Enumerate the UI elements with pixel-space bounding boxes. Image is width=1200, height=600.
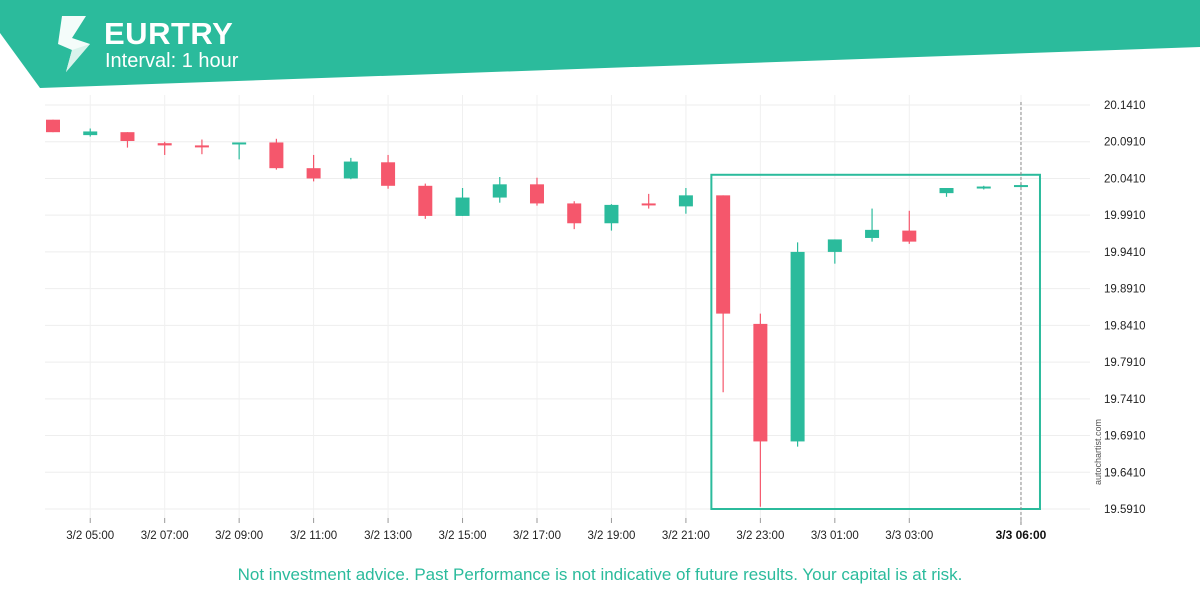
- candle-body-up: [790, 251, 805, 442]
- candle-body-down: [46, 119, 60, 133]
- candle-body-up: [492, 184, 507, 198]
- x-tick-label: 3/3 03:00: [885, 530, 933, 542]
- candle-body-up: [604, 204, 619, 224]
- y-tick-label: 19.5910: [1104, 504, 1146, 516]
- candle-body-down: [306, 168, 321, 179]
- candle-body-up: [865, 229, 880, 238]
- x-tick-label: 3/2 19:00: [587, 530, 635, 542]
- y-tick-label: 19.9910: [1104, 210, 1146, 222]
- y-tick-label: 19.7910: [1104, 357, 1146, 369]
- x-tick-label: 3/2 23:00: [736, 530, 784, 542]
- y-tick-label: 20.0910: [1104, 137, 1146, 149]
- candle-body-up: [976, 186, 991, 189]
- pattern-highlight-box: [710, 173, 1041, 510]
- x-tick-label: 3/2 17:00: [513, 530, 561, 542]
- x-tick-label: 3/2 11:00: [290, 530, 337, 542]
- candle-body-down: [194, 145, 209, 148]
- symbol-title: EURTRY: [104, 16, 234, 51]
- y-tick-label: 20.1410: [1104, 100, 1146, 112]
- candle-body-up: [232, 142, 247, 145]
- x-tick-label: 3/2 09:00: [215, 530, 263, 542]
- autochartist-logo-icon: [58, 16, 90, 72]
- x-tick-label: 3/2 15:00: [439, 530, 487, 542]
- candle-body-up: [343, 161, 358, 179]
- x-tick-label: 3/2 05:00: [66, 530, 114, 542]
- disclaimer-text: Not investment advice. Past Performance …: [237, 565, 963, 584]
- x-tick-label: 3/2 21:00: [662, 530, 710, 542]
- candle-body-up: [939, 188, 954, 194]
- x-tick-label: 3/3 01:00: [811, 530, 859, 542]
- x-tick-label: 3/2 07:00: [141, 530, 189, 542]
- candle-body-down: [157, 143, 172, 146]
- candle-body-down: [418, 185, 433, 216]
- candle-body-up: [1013, 185, 1028, 188]
- y-tick-label: 19.7410: [1104, 394, 1146, 406]
- candle-body-down: [753, 323, 768, 442]
- candle-body-up: [827, 239, 842, 252]
- watermark: autochartist.com: [1093, 418, 1103, 485]
- candle-body-up: [455, 197, 470, 216]
- candle-body-down: [120, 132, 135, 141]
- interval-label: Interval: 1 hour: [105, 50, 239, 72]
- y-tick-label: 20.0410: [1104, 173, 1146, 185]
- candle-body-down: [381, 162, 396, 186]
- y-tick-label: 19.9410: [1104, 247, 1146, 259]
- candle-body-down: [567, 203, 582, 224]
- candle-body-up: [678, 195, 693, 207]
- candle-body-down: [716, 195, 731, 314]
- header-banner: [0, 0, 1200, 88]
- y-tick-label: 19.6410: [1104, 467, 1146, 479]
- current-time-label: 3/3 06:00: [996, 528, 1047, 542]
- candlestick-chart: 20.1410 20.0910 20.0410 19.9910 19.9410 19.89…: [45, 95, 1146, 542]
- x-tick-label: 3/2 13:00: [364, 530, 412, 542]
- candle-body-down: [529, 184, 544, 204]
- candle-body-down: [269, 142, 284, 169]
- y-tick-label: 19.8410: [1104, 320, 1146, 332]
- banner-shape: [0, 0, 1200, 88]
- candle-body-up: [83, 131, 98, 136]
- y-tick-label: 19.6910: [1104, 431, 1146, 443]
- y-tick-label: 19.8910: [1104, 284, 1146, 296]
- candle-body-down: [902, 230, 917, 242]
- candle-body-down: [641, 203, 656, 206]
